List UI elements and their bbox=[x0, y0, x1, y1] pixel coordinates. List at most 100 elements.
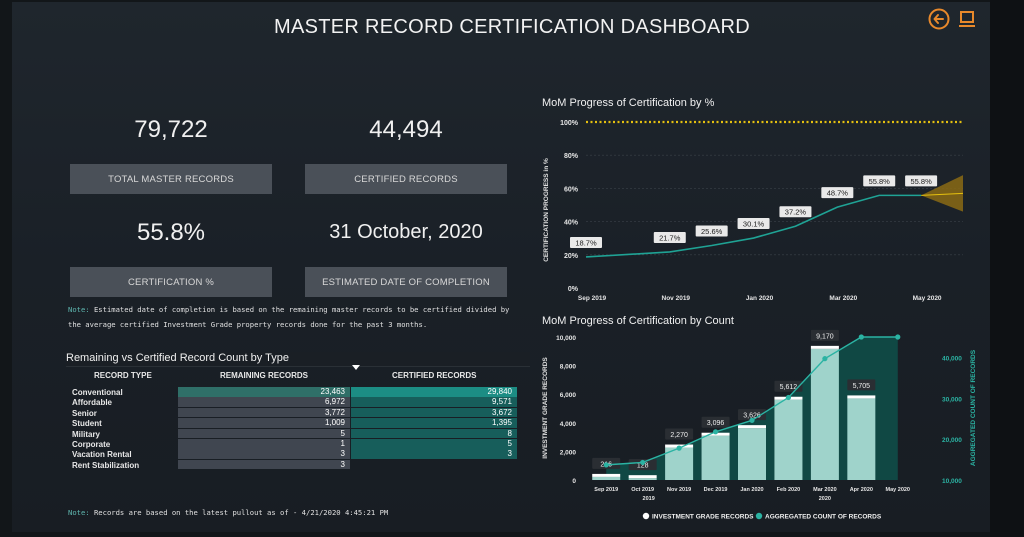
data-label-bg bbox=[847, 379, 876, 391]
data-label: 55.8% bbox=[869, 177, 891, 186]
row-label: Student bbox=[72, 419, 102, 429]
certified-cell bbox=[351, 460, 517, 470]
aggregate-point bbox=[785, 394, 792, 401]
data-label-bg bbox=[863, 175, 896, 187]
x-tick-label: Mar 2020 bbox=[813, 487, 837, 493]
certified-cell: 1,395 bbox=[351, 418, 517, 428]
data-label-bg bbox=[701, 416, 730, 428]
data-label: 3,626 bbox=[743, 413, 761, 420]
remaining-cell: 6,972 bbox=[178, 397, 350, 407]
data-label: 21.7% bbox=[659, 233, 681, 242]
note-prefix: Note: bbox=[68, 305, 90, 314]
certified-cell: 9,571 bbox=[351, 397, 517, 407]
legend-swatch bbox=[642, 512, 650, 520]
row-label: Vacation Rental bbox=[72, 450, 132, 460]
row-label: Conventional bbox=[72, 388, 123, 397]
bar bbox=[592, 476, 621, 480]
x-tick-label: Dec 2019 bbox=[704, 487, 728, 493]
aggregate-point bbox=[822, 356, 828, 362]
data-label: 128 bbox=[637, 463, 649, 470]
data-label: 48.7% bbox=[827, 189, 849, 198]
chart-title-percent: MoM Progress of Certification by % bbox=[542, 97, 715, 109]
remaining-cell: 3 bbox=[178, 449, 350, 459]
remaining-cell: 1,009 bbox=[178, 418, 350, 428]
aggregate-point bbox=[603, 462, 609, 468]
bar bbox=[774, 399, 803, 480]
y-tick-label: 60% bbox=[564, 186, 579, 193]
x-tick-label: May 2020 bbox=[913, 295, 942, 302]
certified-records-value: 44,494 bbox=[369, 116, 443, 143]
x-tick-label: Apr 2020 bbox=[850, 487, 873, 493]
bar-cap bbox=[810, 345, 839, 349]
certified-cell: 3,672 bbox=[351, 407, 517, 418]
bar-cap bbox=[738, 425, 766, 429]
export-icon[interactable] bbox=[956, 8, 978, 30]
remaining-cell: 3,772 bbox=[178, 407, 350, 418]
bar-cap bbox=[847, 395, 876, 399]
back-arrow-icon[interactable] bbox=[928, 8, 950, 30]
forecast-line bbox=[921, 192, 964, 196]
data-label-bg bbox=[665, 428, 694, 440]
x-tick-label: Nov 2019 bbox=[662, 295, 691, 302]
aggregate-point bbox=[676, 445, 682, 451]
remaining-cell: 5 bbox=[178, 428, 350, 439]
progress-percent-chart: CERTIFICATION PROGRESS in % 0% 20% 40% 60% 80… bbox=[543, 120, 964, 302]
estimate-note: Note: Estimated date of completion is ba… bbox=[68, 302, 509, 332]
completion-date-label: ESTIMATED DATE OF COMPLETION bbox=[305, 267, 507, 297]
bar bbox=[847, 398, 876, 480]
certification-percent-value: 55.8% bbox=[136, 219, 206, 246]
x-tick-label: Sep 2019 bbox=[594, 487, 618, 493]
data-label: 2,270 bbox=[670, 432, 688, 439]
year-label: 2019 bbox=[643, 496, 655, 502]
col-header-record-type[interactable]: RECORD TYPE bbox=[94, 371, 152, 380]
data-label-bg bbox=[570, 236, 602, 248]
sort-desc-icon[interactable] bbox=[352, 365, 360, 371]
note-prefix: Note: bbox=[68, 508, 90, 517]
forecast-cone bbox=[921, 175, 963, 212]
y-tick-label: 0 bbox=[572, 478, 576, 485]
aggregate-point bbox=[712, 429, 719, 435]
certified-cell: 29,840 bbox=[351, 387, 517, 397]
data-label: 3,096 bbox=[707, 420, 725, 427]
x-tick-label: Oct 2019 bbox=[631, 487, 654, 493]
y2-tick-label: 40,000 bbox=[942, 355, 962, 362]
y-tick-label: 4,000 bbox=[560, 421, 577, 428]
bar bbox=[738, 428, 766, 480]
certified-records-label: CERTIFIED RECORDS bbox=[305, 164, 507, 194]
bar bbox=[701, 435, 730, 480]
x-tick-label: Feb 2020 bbox=[777, 487, 801, 493]
bar bbox=[810, 348, 839, 480]
certified-cell: 3 bbox=[351, 449, 517, 459]
data-label: 9,170 bbox=[816, 333, 834, 340]
certification-percent-label: CERTIFICATION % bbox=[70, 267, 272, 297]
legend-label: INVESTMENT GRADE RECORDS bbox=[652, 514, 754, 521]
note-line-1: Estimated date of completion is based on… bbox=[89, 305, 510, 314]
data-label: 5,705 bbox=[853, 383, 871, 390]
data-label: 30.1% bbox=[743, 220, 765, 229]
data-label-bg bbox=[905, 175, 938, 187]
data-label: 37.2% bbox=[785, 208, 807, 217]
data-label: 5,612 bbox=[780, 384, 798, 391]
progress-count-chart: INVESTMENT GRADE RECORDS AGGREGATED COUNT… bbox=[542, 329, 977, 521]
y2-tick-label: 30,000 bbox=[942, 396, 962, 403]
series-line bbox=[585, 194, 922, 258]
x-tick-label: Sep 2019 bbox=[578, 295, 607, 302]
legend-swatch bbox=[755, 512, 763, 520]
data-label-bg bbox=[779, 206, 812, 218]
y-axis-label: CERTIFICATION PROGRESS in % bbox=[543, 158, 550, 262]
row-label: Affordable bbox=[72, 398, 112, 408]
y-tick-label: 20% bbox=[564, 253, 579, 260]
note-line-2: the average certified Investment Grade p… bbox=[68, 320, 428, 329]
data-label: 25.6% bbox=[701, 227, 723, 236]
data-label-bg bbox=[653, 231, 686, 243]
row-label: Corporate bbox=[72, 440, 111, 449]
data-label-bg bbox=[738, 409, 766, 421]
col-header-certified[interactable]: CERTIFIED RECORDS bbox=[392, 371, 477, 380]
y-axis-label: INVESTMENT GRADE RECORDS bbox=[542, 357, 549, 459]
certified-cell: 5 bbox=[351, 439, 517, 449]
col-header-remaining[interactable]: REMAINING RECORDS bbox=[220, 371, 309, 380]
y-tick-label: 40% bbox=[564, 220, 579, 227]
data-label-bg bbox=[810, 329, 839, 341]
y2-tick-label: 10,000 bbox=[942, 478, 962, 485]
y-tick-label: 80% bbox=[564, 153, 579, 160]
